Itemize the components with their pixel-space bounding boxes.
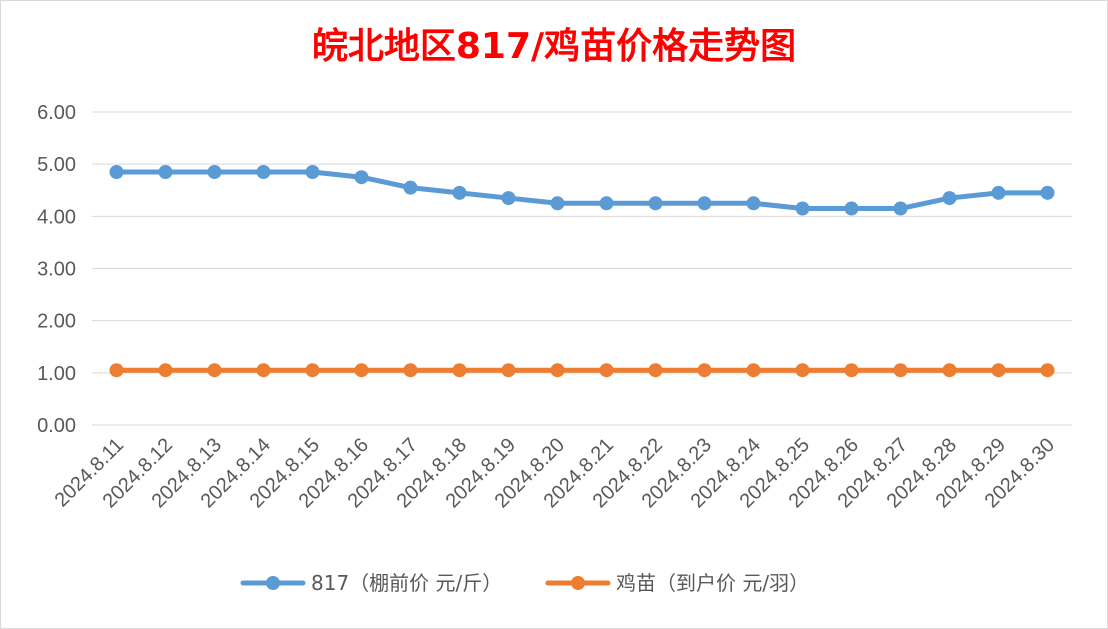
data-point: [109, 363, 124, 378]
data-point: [501, 363, 516, 378]
y-tick-label: 1.00: [37, 363, 76, 385]
data-point: [305, 164, 320, 179]
data-point: [452, 363, 467, 378]
data-point: [991, 185, 1006, 200]
data-point: [256, 363, 271, 378]
data-point: [1040, 363, 1055, 378]
series-layer: [109, 164, 1055, 378]
data-point: [893, 201, 908, 216]
legend-item: 鸡苗（到户价 元/羽）: [545, 571, 809, 595]
gridlines: [92, 111, 1072, 426]
data-point: [109, 164, 124, 179]
data-point: [403, 180, 418, 195]
legend: 817（棚前价 元/斤） 鸡苗（到户价 元/羽）: [240, 571, 809, 595]
series-line: [114, 169, 1050, 212]
y-tick-label: 4.00: [37, 206, 76, 228]
data-point: [697, 363, 712, 378]
chart-title: 皖北地区817/鸡苗价格走势图: [312, 26, 796, 67]
y-tick-label: 6.00: [37, 102, 76, 124]
data-point: [158, 164, 173, 179]
legend-marker: [266, 576, 280, 590]
data-point: [942, 191, 957, 206]
y-axis-ticks: 0.00 1.00 2.00 3.00 4.00 5.00 6.00: [37, 102, 76, 437]
y-tick-label: 3.00: [37, 259, 76, 281]
data-point: [893, 363, 908, 378]
legend-marker: [571, 576, 585, 590]
y-tick-label: 2.00: [37, 311, 76, 333]
data-point: [844, 201, 859, 216]
data-point: [354, 363, 369, 378]
data-point: [207, 164, 222, 179]
data-point: [648, 363, 663, 378]
data-point: [158, 363, 173, 378]
data-point: [207, 363, 222, 378]
data-point: [697, 196, 712, 211]
data-point: [256, 164, 271, 179]
data-point: [452, 185, 467, 200]
y-tick-label: 0.00: [37, 415, 76, 437]
data-point: [305, 363, 320, 378]
data-point: [991, 363, 1006, 378]
data-point: [942, 363, 957, 378]
legend-label: 鸡苗（到户价 元/羽）: [616, 571, 809, 595]
data-point: [599, 363, 614, 378]
data-point: [795, 201, 810, 216]
data-point: [844, 363, 859, 378]
data-point: [354, 170, 369, 185]
data-point: [1040, 185, 1055, 200]
legend-item: 817（棚前价 元/斤）: [240, 571, 502, 595]
data-point: [403, 363, 418, 378]
y-tick-label: 5.00: [37, 154, 76, 176]
data-point: [550, 363, 565, 378]
data-point: [746, 196, 761, 211]
series-1: [109, 164, 1055, 216]
data-point: [599, 196, 614, 211]
legend-label: 817（棚前价 元/斤）: [311, 571, 502, 595]
data-point: [648, 196, 663, 211]
data-point: [795, 363, 810, 378]
data-point: [501, 191, 516, 206]
series-2: [109, 363, 1055, 378]
x-axis-ticks: 2024.8.112024.8.122024.8.132024.8.142024…: [51, 434, 1059, 512]
data-point: [550, 196, 565, 211]
data-point: [746, 363, 761, 378]
